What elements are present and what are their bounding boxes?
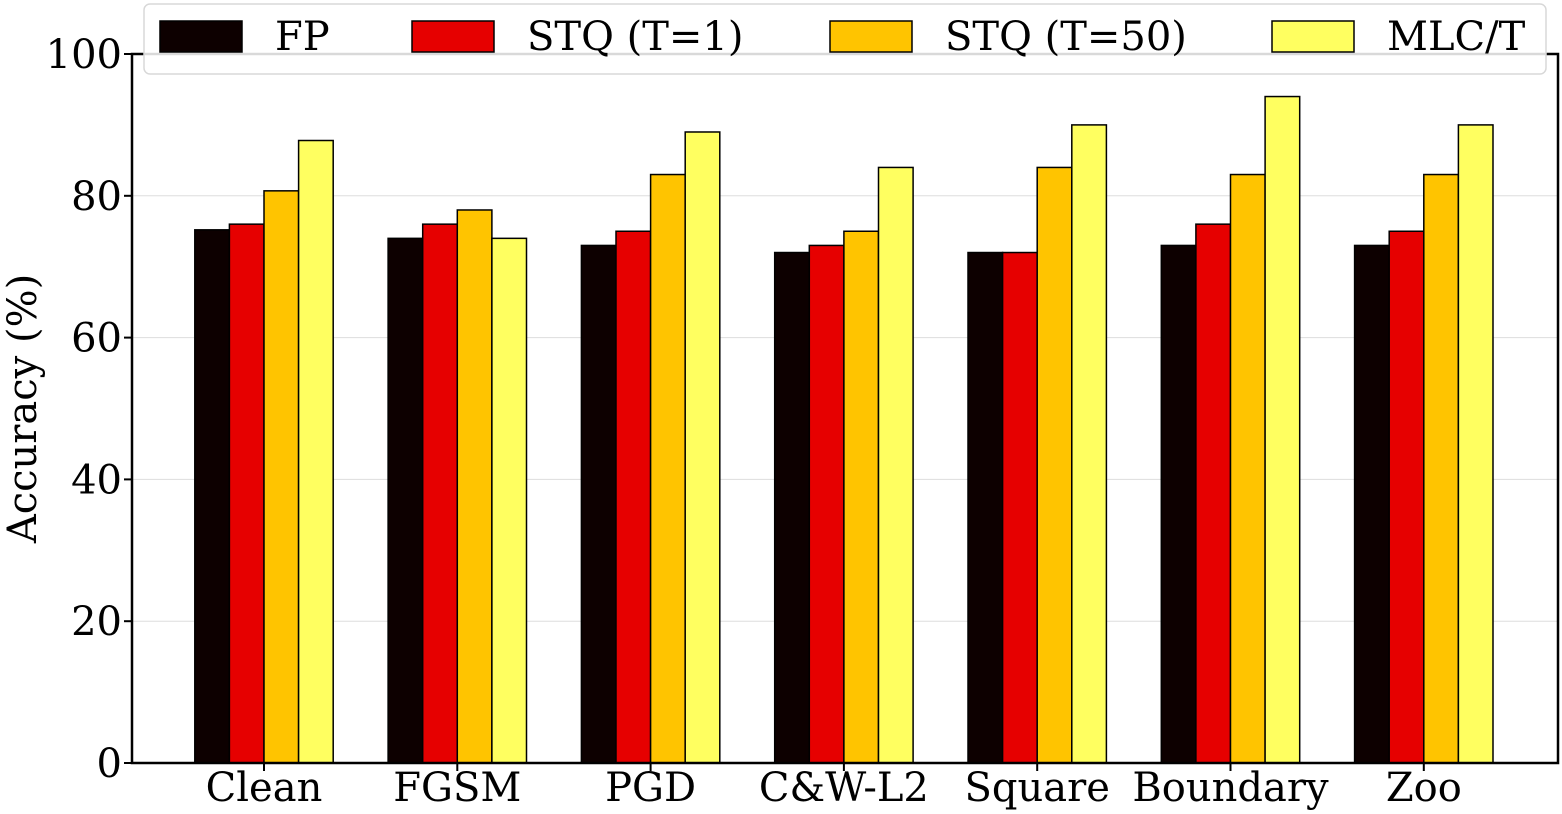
- x-tick-label: FGSM: [393, 765, 521, 811]
- y-tick-label: 0: [97, 741, 122, 787]
- bar-fgsm-stq-t-1: [421, 223, 459, 764]
- x-tick-label: Square: [964, 765, 1109, 811]
- x-tick-label: Zoo: [1386, 765, 1462, 811]
- bar-boundary-mlc-t: [1264, 95, 1301, 764]
- y-tick-label: 60: [71, 316, 122, 362]
- x-tick-label: C&W-L2: [759, 765, 929, 811]
- bar-boundary-stq-t-50: [1229, 173, 1266, 764]
- y-axis-title: Accuracy (%): [0, 274, 46, 544]
- bar-zoo-mlc-t: [1457, 124, 1494, 764]
- bar-c-w-l2-mlc-t: [877, 166, 914, 764]
- bar-zoo-fp: [1353, 244, 1390, 764]
- y-tick-label: 20: [71, 599, 122, 645]
- bars: [194, 95, 1494, 764]
- bar-square-stq-t-1: [1001, 251, 1038, 764]
- bar-fgsm-stq-t-50: [456, 209, 493, 764]
- bar-pgd-stq-t-50: [649, 173, 686, 764]
- bar-clean-fp: [194, 229, 231, 764]
- legend-swatch: [159, 20, 243, 53]
- bar-square-stq-t-50: [1036, 166, 1073, 764]
- x-tick-label: Boundary: [1132, 765, 1329, 811]
- legend-entry: MLC/T: [1271, 14, 1526, 60]
- bar-square-fp: [967, 251, 1004, 764]
- bar-boundary-stq-t-1: [1195, 223, 1232, 764]
- y-ticks: 0 20 40 60 80 100: [46, 32, 132, 787]
- bar-c-w-l2-stq-t-50: [843, 230, 880, 764]
- bar-square-mlc-t: [1071, 124, 1108, 764]
- x-ticks: Clean FGSM PGD C&W-L2 Square Boundary Zoo: [206, 763, 1462, 811]
- bar-fgsm-mlc-t: [491, 237, 528, 764]
- legend-label: STQ (T=1): [527, 14, 743, 60]
- bar-pgd-stq-t-1: [615, 230, 652, 764]
- bar-zoo-stq-t-50: [1423, 173, 1460, 764]
- legend: FP STQ (T=1) STQ (T=50) MLC/T: [143, 3, 1547, 75]
- y-tick-label: 100: [46, 32, 122, 78]
- bar-clean-mlc-t: [297, 139, 334, 764]
- bar-pgd-mlc-t: [684, 131, 721, 764]
- x-tick-label: Clean: [206, 765, 323, 811]
- bar-clean-stq-t-50: [263, 190, 300, 764]
- legend-swatch: [1271, 20, 1355, 53]
- bar-clean-stq-t-1: [228, 223, 265, 764]
- y-tick-label: 40: [71, 457, 122, 503]
- y-tick-label: 80: [71, 174, 122, 220]
- legend-swatch: [411, 20, 495, 53]
- legend-swatch: [829, 20, 913, 53]
- legend-entry: FP: [159, 14, 330, 60]
- bar-fgsm-fp: [387, 237, 424, 764]
- bar-pgd-fp: [580, 244, 617, 764]
- legend-label: MLC/T: [1387, 14, 1526, 60]
- bar-c-w-l2-stq-t-1: [808, 244, 845, 764]
- bar-c-w-l2-fp: [773, 251, 811, 764]
- legend-label: FP: [275, 14, 330, 60]
- bar-zoo-stq-t-1: [1388, 230, 1425, 764]
- x-tick-label: PGD: [605, 765, 696, 811]
- legend-entry: STQ (T=1): [411, 14, 743, 60]
- legend-label: STQ (T=50): [945, 14, 1187, 60]
- legend-entry: STQ (T=50): [829, 14, 1187, 60]
- bar-boundary-fp: [1160, 244, 1197, 764]
